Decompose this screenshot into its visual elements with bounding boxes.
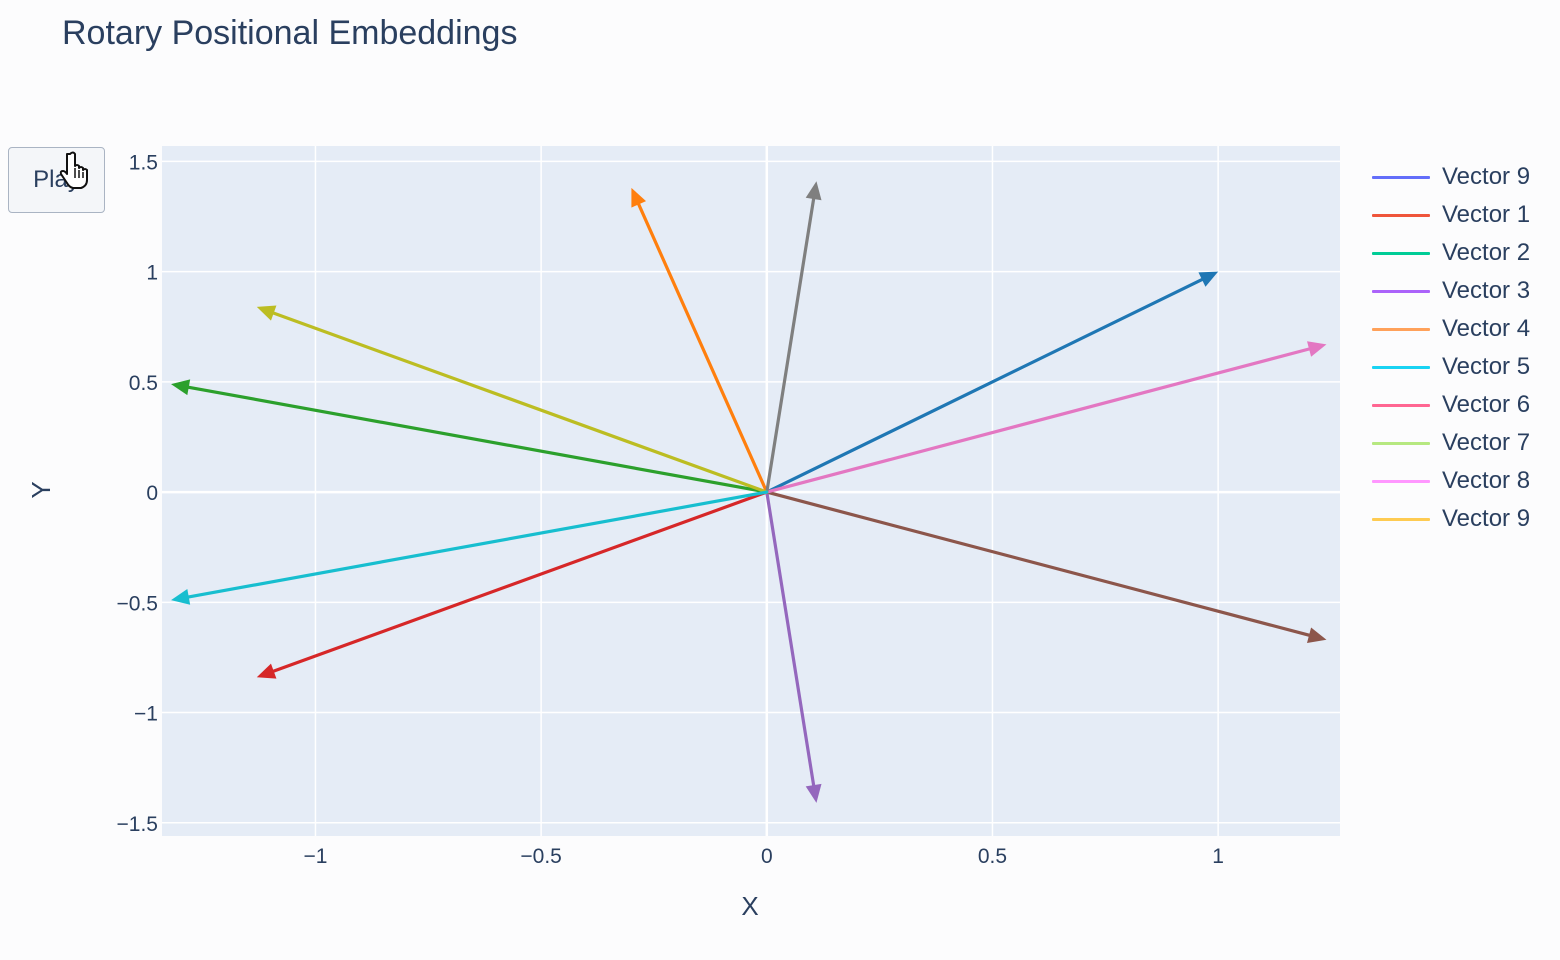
vector-arrow-head xyxy=(256,305,277,321)
legend-swatch xyxy=(1372,403,1430,407)
legend-item[interactable]: Vector 4 xyxy=(1372,310,1530,348)
legend-label: Vector 9 xyxy=(1442,505,1531,532)
x-axis-label: X xyxy=(741,891,758,921)
gridlines xyxy=(162,146,1340,836)
legend-label: Vector 4 xyxy=(1442,315,1531,342)
vector-arrow-shaft xyxy=(637,202,769,494)
y-axis-label: Y xyxy=(26,481,56,498)
legend-label: Vector 2 xyxy=(1442,239,1531,266)
legend-swatch xyxy=(1372,327,1430,331)
legend-swatch xyxy=(1372,441,1430,445)
vector-arrow-head xyxy=(1307,341,1327,357)
chart-title: Rotary Positional Embeddings xyxy=(62,14,518,52)
legend-swatch xyxy=(1372,251,1430,255)
vector-arrow-head xyxy=(1198,271,1219,287)
vector-arrow-head xyxy=(805,783,822,803)
vector-arrow-shaft xyxy=(765,490,816,787)
vector-arrow-head xyxy=(171,589,191,605)
legend-item[interactable]: Vector 2 xyxy=(1372,234,1530,272)
play-button[interactable]: Play xyxy=(8,147,105,213)
x-tick-label: −1 xyxy=(303,845,327,868)
y-tick-label: 1.5 xyxy=(129,151,158,174)
legend-label: Vector 5 xyxy=(1442,353,1531,380)
legend-item[interactable]: Vector 9 xyxy=(1372,158,1530,196)
legend-swatch xyxy=(1372,365,1430,369)
vector-arrow-head xyxy=(631,187,647,208)
x-tick-label: 1 xyxy=(1212,845,1224,868)
legend-label: Vector 9 xyxy=(1442,163,1531,190)
y-tick-label: −1 xyxy=(134,703,158,726)
vector-arrow-shaft xyxy=(187,385,769,494)
vector-arrow-head xyxy=(171,379,191,396)
tick-labels: −1 −0.5 0 0.5 1 −1.5 −1 −0.5 0 0.5 1 1.5 xyxy=(117,151,1224,868)
vector-arrow-shaft xyxy=(187,490,769,599)
x-tick-label: 0 xyxy=(761,845,773,868)
legend-label: Vector 1 xyxy=(1442,201,1531,228)
x-tick-label: −0.5 xyxy=(520,845,561,868)
vector-arrow-head xyxy=(256,663,277,679)
y-tick-label: −1.5 xyxy=(117,813,158,836)
vector-arrow-head xyxy=(1307,627,1327,643)
legend: Vector 9 Vector 1 Vector 2 Vector 3 Vector 4… xyxy=(1372,158,1530,538)
y-tick-label: 0 xyxy=(146,482,158,505)
vector-arrow-shaft xyxy=(765,490,1311,637)
legend-swatch xyxy=(1372,479,1430,483)
vector-arrow-shaft xyxy=(272,311,769,494)
y-tick-label: 1 xyxy=(146,262,158,285)
legend-item[interactable]: Vector 5 xyxy=(1372,348,1530,386)
vector-arrow-shaft xyxy=(765,277,1204,494)
legend-item[interactable]: Vector 1 xyxy=(1372,196,1530,234)
legend-item[interactable]: Vector 6 xyxy=(1372,386,1530,424)
vector-arrow-shaft xyxy=(765,347,1311,494)
legend-item[interactable]: Vector 9 xyxy=(1372,500,1530,538)
legend-swatch xyxy=(1372,289,1430,293)
legend-label: Vector 3 xyxy=(1442,277,1531,304)
vector-arrow-head xyxy=(805,181,822,201)
legend-swatch xyxy=(1372,175,1430,179)
x-tick-label: 0.5 xyxy=(978,845,1007,868)
arrows xyxy=(171,181,1327,803)
y-tick-label: −0.5 xyxy=(117,592,158,615)
legend-item[interactable]: Vector 8 xyxy=(1372,462,1530,500)
legend-item[interactable]: Vector 3 xyxy=(1372,272,1530,310)
legend-label: Vector 7 xyxy=(1442,429,1531,456)
legend-swatch xyxy=(1372,213,1430,217)
legend-label: Vector 8 xyxy=(1442,467,1531,494)
legend-item[interactable]: Vector 7 xyxy=(1372,424,1530,462)
y-tick-label: 0.5 xyxy=(129,372,158,395)
vector-arrow-shaft xyxy=(272,490,769,673)
legend-swatch xyxy=(1372,517,1430,521)
vector-arrow-shaft xyxy=(765,197,816,494)
legend-label: Vector 6 xyxy=(1442,391,1531,418)
